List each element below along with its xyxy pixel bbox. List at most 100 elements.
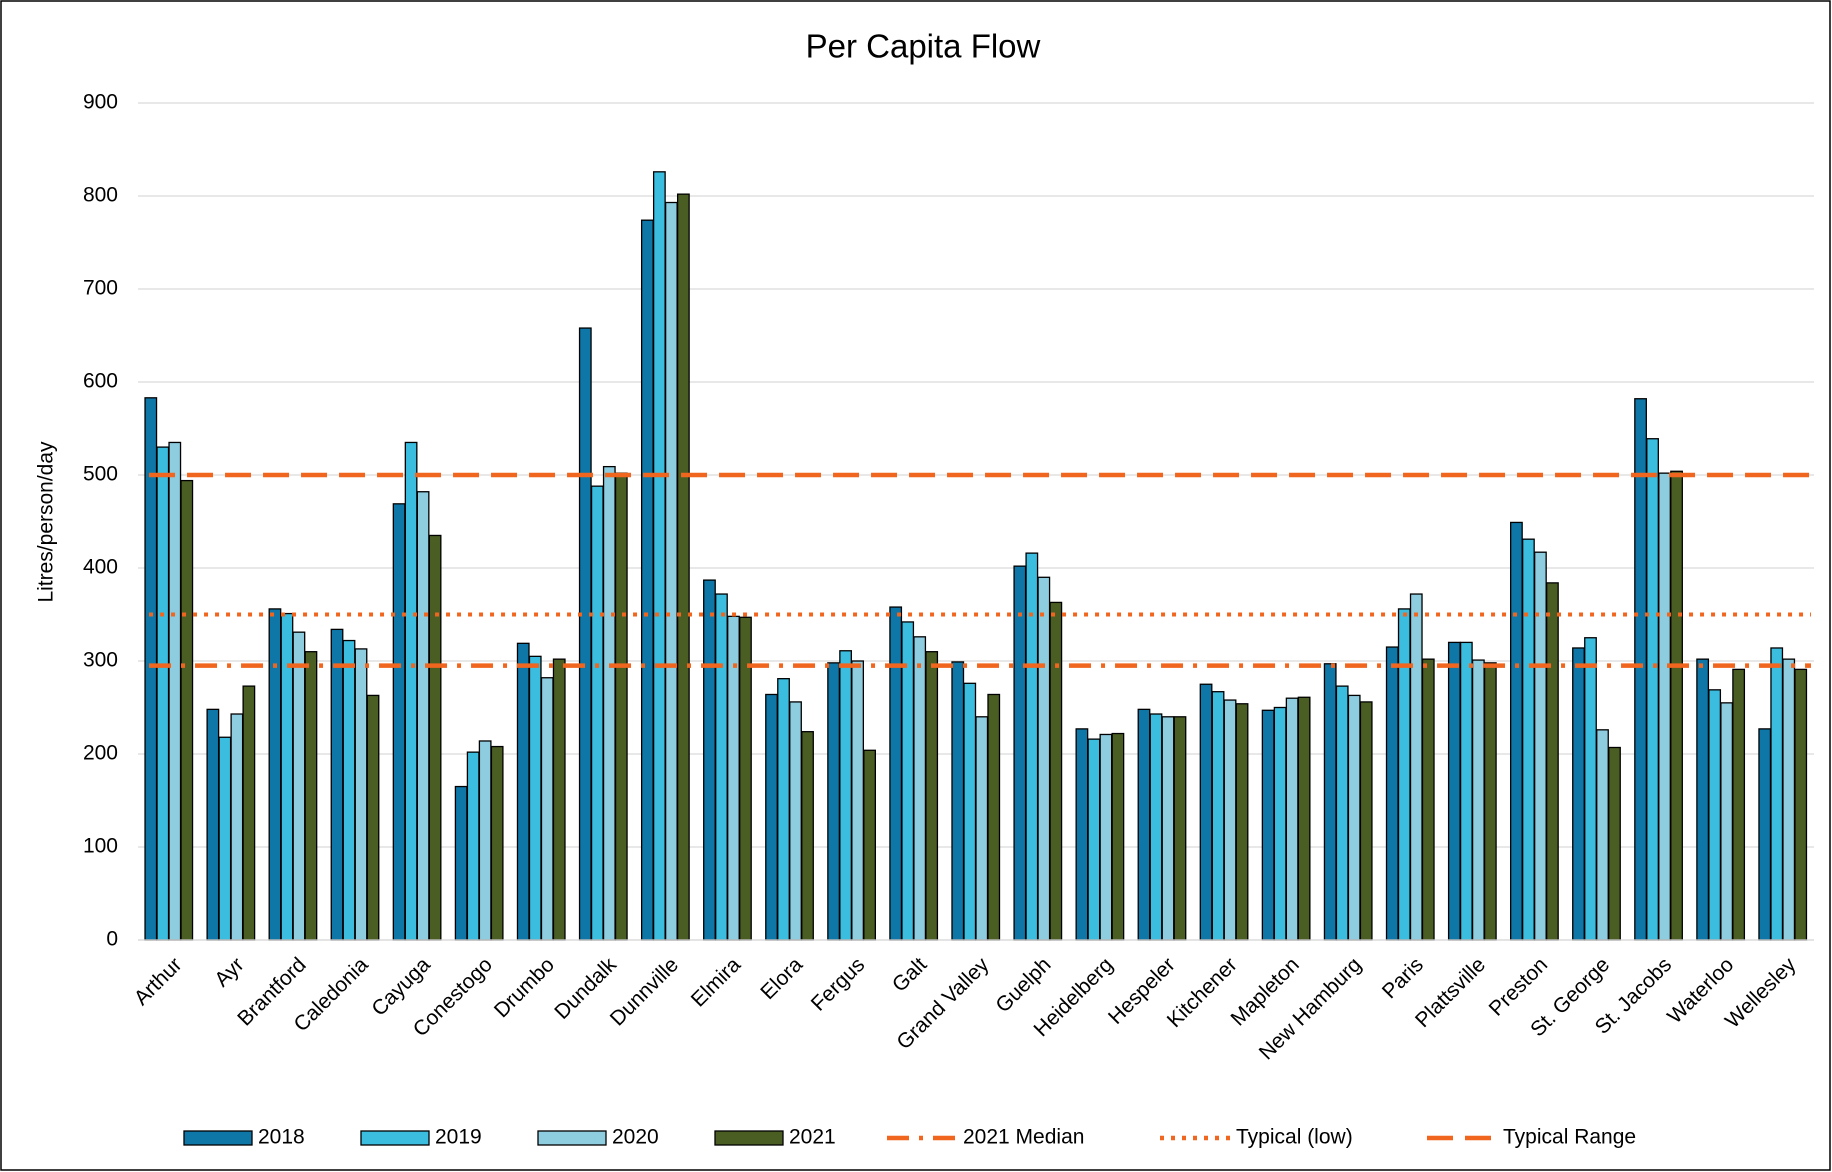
bar [1770,647,1784,941]
bar [1087,738,1101,941]
bar [1335,685,1349,941]
bar [1037,576,1051,941]
bar [1199,683,1213,941]
bar [206,708,220,941]
legend-swatch [183,1130,253,1146]
bar [242,685,256,941]
bar [715,593,728,941]
bar [1794,668,1808,941]
bar [640,219,654,941]
legend-swatch [360,1130,430,1146]
y-tick-label: 900 [83,91,118,114]
bar [1223,699,1237,941]
bar [1447,641,1461,941]
bar [1075,728,1089,941]
bar [827,662,841,941]
bar [765,693,778,941]
bar [404,441,418,941]
y-tick-label: 0 [106,928,118,951]
bar [1670,470,1683,941]
bar [1546,582,1559,941]
bar [1732,668,1746,941]
bar [280,612,294,941]
bar [528,655,542,941]
bar [1782,658,1796,941]
bar [144,397,158,941]
y-tick-label: 500 [83,463,118,486]
bar [1409,593,1423,941]
bar [777,678,790,941]
bar [1534,551,1547,941]
bar [168,441,182,941]
bar [478,740,492,941]
bar [1273,706,1287,941]
bar [1149,713,1163,941]
bar [1459,641,1473,941]
bar [552,658,566,941]
bar [292,631,306,941]
bar [1347,694,1361,941]
bar [342,639,356,941]
bar [889,606,903,941]
bar [1758,728,1772,941]
bar [1634,398,1647,941]
bar [1025,552,1039,941]
bar [416,491,430,941]
y-tick-label: 300 [83,649,118,672]
bar [1261,709,1275,941]
legend-swatch [537,1130,607,1146]
bar [676,193,690,941]
y-tick-label: 400 [83,556,118,579]
y-tick-label: 800 [83,184,118,207]
bar [1522,538,1535,941]
bar [1572,647,1585,941]
bar [1297,696,1311,941]
bar [851,660,865,941]
bar [614,472,628,941]
bar [951,661,965,941]
bar [1510,521,1523,941]
bar [218,736,232,941]
chart-title: Per Capita Flow [806,28,1041,65]
bar [925,651,939,941]
bar [230,713,244,941]
bar [863,749,877,941]
bar [839,650,853,941]
bar [516,642,530,941]
y-axis-label: Litres/person/day [35,441,58,603]
bar [1397,608,1411,941]
bar [180,479,194,941]
y-tick-label: 200 [83,742,118,765]
bar [590,485,604,941]
bar [1049,601,1063,941]
legend-label: Typical (low) [1236,1126,1353,1149]
bar [1708,689,1722,941]
bar [428,534,442,941]
bar [490,745,504,941]
legend-label: 2019 [435,1126,482,1149]
legend-label: Typical Range [1503,1126,1636,1149]
bar [366,694,380,941]
y-tick-label: 100 [83,835,118,858]
bar [1421,658,1435,941]
bar [454,785,468,941]
bar [789,701,802,941]
bar [304,651,318,941]
bar [540,677,554,941]
bar [1483,662,1497,941]
bar [1111,732,1125,941]
bar [1137,708,1151,941]
bar [1211,691,1225,941]
bar [987,693,1001,941]
bar [901,621,915,941]
bar [578,327,592,941]
bar [268,608,282,941]
bar [1285,697,1299,941]
legend-label: 2018 [258,1126,305,1149]
bar [1235,703,1249,941]
legend-swatch [714,1130,784,1146]
bar [466,751,480,941]
bar [1658,472,1671,941]
bar [1385,646,1399,941]
